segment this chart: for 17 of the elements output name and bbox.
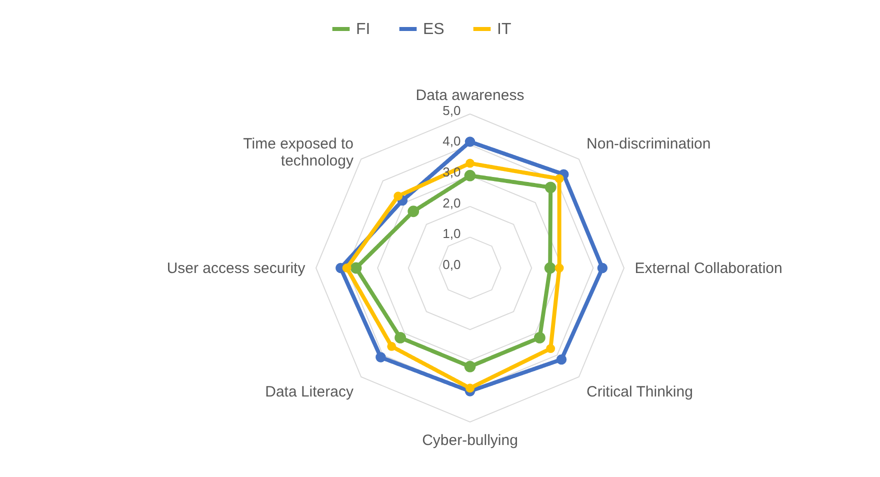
- y-tick-label: 4,0: [442, 134, 461, 149]
- spoke-label: Cyber-bullying: [422, 432, 518, 449]
- y-tick-label: 0,0: [442, 256, 461, 272]
- legend-label: IT: [497, 21, 512, 38]
- spoke-label: Data Literacy: [265, 384, 354, 401]
- legend-label: FI: [356, 21, 370, 38]
- y-tick-label: 5,0: [442, 102, 461, 118]
- legend-label: ES: [423, 21, 444, 38]
- spoke-label: Critical Thinking: [586, 384, 693, 401]
- y-tick-label: 3,0: [442, 164, 461, 180]
- spoke-label: Time exposed to technology: [243, 135, 354, 170]
- y-tick-label: 1,0: [442, 226, 461, 242]
- spoke-label: Data awareness: [416, 87, 524, 104]
- y-tick-label: 2,0: [442, 195, 461, 210]
- spoke-label: Non-discrimination: [586, 135, 711, 152]
- spoke-label: User access security: [166, 260, 306, 277]
- spoke-label: External Collaboration: [634, 260, 782, 277]
